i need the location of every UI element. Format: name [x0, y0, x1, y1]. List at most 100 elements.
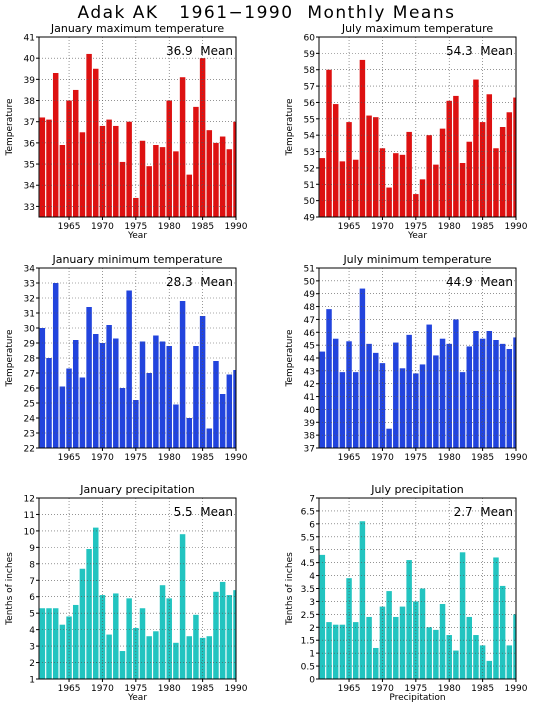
bar [159, 147, 166, 217]
bar [106, 325, 112, 448]
x-tick-label: 1975 [124, 453, 147, 463]
bar [413, 373, 419, 448]
bar [99, 343, 106, 448]
bar [233, 590, 236, 679]
y-tick-label: 4 [309, 572, 315, 582]
y-tick-label: 1 [309, 650, 315, 660]
bar [366, 616, 372, 679]
bar [426, 627, 432, 679]
y-tick-label: 37 [304, 445, 315, 455]
x-tick-label: 1970 [91, 453, 114, 463]
x-tick-label: 1985 [471, 684, 494, 694]
bar [193, 106, 199, 217]
bar [153, 631, 159, 679]
bar [139, 140, 146, 217]
bar [332, 104, 339, 217]
y-tick-label: 41 [304, 393, 315, 403]
bar [59, 624, 66, 679]
bar [173, 404, 179, 448]
y-tick-label: 4 [29, 626, 35, 636]
bar [46, 358, 52, 448]
x-tick-label: 1975 [124, 222, 147, 232]
bar [66, 368, 72, 448]
y-tick-label: 37 [24, 118, 35, 128]
bar [119, 388, 126, 448]
x-tick-label: 1985 [471, 222, 494, 232]
bar [59, 145, 66, 217]
y-tick-label: 0.5 [301, 663, 315, 673]
bar [513, 97, 516, 217]
bar [126, 290, 132, 448]
y-tick-label: 27 [24, 370, 35, 380]
y-tick-label: 8 [29, 560, 35, 570]
bar [179, 534, 186, 679]
y-tick-label: 45 [304, 342, 315, 352]
bar [446, 100, 452, 217]
bar [93, 68, 99, 217]
y-tick-label: 60 [304, 34, 316, 44]
x-tick-label: 1970 [91, 222, 114, 232]
mean-annotation: 28.3 Mean [166, 275, 233, 289]
y-tick-label: 28 [24, 355, 36, 365]
y-tick-label: 2.5 [301, 611, 315, 621]
bar [133, 627, 139, 679]
bar [59, 386, 66, 448]
bar [159, 341, 166, 448]
x-tick-label: 1990 [225, 684, 248, 694]
bar [179, 77, 186, 218]
bar [419, 364, 426, 448]
y-tick-label: 6 [29, 593, 35, 603]
x-tick-label: 1965 [58, 222, 81, 232]
x-tick-label: 1980 [158, 684, 181, 694]
x-tick-label: 1965 [58, 684, 81, 694]
bar [186, 174, 192, 217]
y-tick-label: 36 [24, 139, 36, 149]
bar [479, 338, 486, 448]
bar [119, 161, 126, 217]
bar [166, 598, 172, 679]
y-tick-label: 1 [29, 676, 35, 686]
bar [99, 125, 106, 217]
x-tick-label: 1965 [338, 684, 361, 694]
bar [39, 117, 46, 217]
y-axis-label: Temperature [285, 98, 295, 156]
bar [439, 338, 446, 448]
bar [446, 343, 452, 448]
mean-annotation: 44.9 Mean [446, 275, 513, 289]
y-tick-label: 7 [29, 577, 35, 587]
bar [439, 604, 446, 679]
bar [219, 581, 226, 679]
bar [173, 642, 179, 679]
bar [79, 132, 86, 217]
bar [346, 578, 352, 679]
chart-panel-4: 37 38 39 40 41 42 43 44 45 46 47 48 49 50 51 1965 1970 19… [285, 253, 528, 463]
y-tick-label: 4.5 [301, 559, 315, 569]
y-tick-label: 59 [304, 50, 316, 60]
bar [179, 301, 186, 448]
y-tick-label: 38 [304, 432, 316, 442]
bar [213, 142, 219, 217]
x-tick-label: 1970 [371, 453, 394, 463]
bar [153, 145, 159, 217]
chart-panel-2: 49 50 51 52 53 54 55 56 57 58 59 60 1965 1970 1975 1980… [285, 22, 528, 241]
bar [373, 352, 379, 448]
y-tick-label: 38 [24, 97, 36, 107]
page-title: Adak AK 1961−1990 Monthly Means [77, 3, 456, 23]
bar [393, 153, 399, 217]
bar [193, 614, 199, 679]
bar [433, 629, 439, 679]
bar [79, 568, 86, 679]
y-tick-label: 54 [304, 132, 316, 142]
bar [72, 89, 79, 217]
bar [52, 608, 59, 679]
y-tick-label: 39 [24, 76, 36, 86]
chart-panel-6: 0 0.5 1 1.5 2 2.5 3 3.5 4 4.5 5 5.5 6 6.5 7 1965 1970 197… [285, 483, 528, 703]
bar [393, 342, 399, 448]
bar [52, 283, 59, 448]
y-tick-label: 0 [309, 676, 315, 686]
x-tick-label: 1980 [158, 222, 181, 232]
bar [419, 588, 426, 679]
x-tick-label: 1990 [505, 453, 528, 463]
plot-frame [38, 36, 237, 218]
bar [226, 149, 233, 217]
